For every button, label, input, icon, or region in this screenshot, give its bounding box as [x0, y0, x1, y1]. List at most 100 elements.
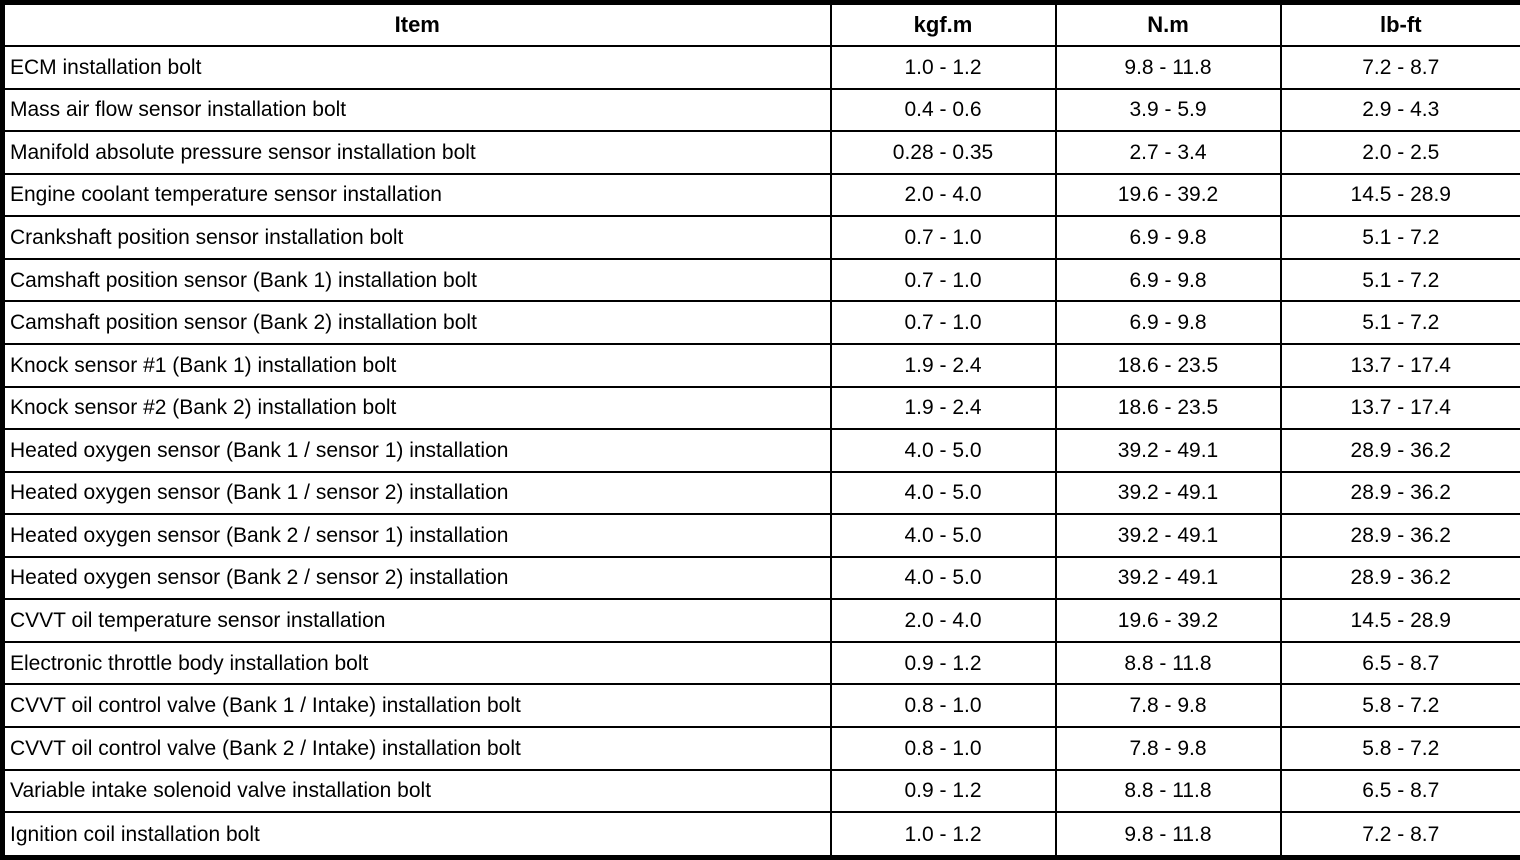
lbft-cell: 6.5 - 8.7 [1279, 768, 1520, 814]
item-cell: Knock sensor #2 (Bank 2) installation bo… [1, 385, 832, 431]
table-row: Heated oxygen sensor (Bank 1 / sensor 2)… [1, 470, 1520, 516]
kgfm-cell: 4.0 - 5.0 [829, 470, 1057, 516]
item-cell: Heated oxygen sensor (Bank 2 / sensor 1)… [1, 513, 832, 558]
table-row: Camshaft position sensor (Bank 2) instal… [1, 300, 1520, 345]
table-row: CVVT oil temperature sensor installation… [1, 598, 1520, 643]
lbft-cell: 7.2 - 8.7 [1279, 45, 1520, 90]
lbft-cell: 6.5 - 8.7 [1279, 640, 1520, 686]
lbft-cell: 5.1 - 7.2 [1279, 215, 1520, 260]
item-cell: Electronic throttle body installation bo… [1, 640, 832, 686]
table-row: Ignition coil installation bolt 1.0 - 1.2… [1, 811, 1520, 859]
nm-cell: 9.8 - 11.8 [1054, 811, 1282, 859]
lbft-cell: 14.5 - 28.9 [1279, 598, 1520, 643]
kgfm-cell: 0.8 - 1.0 [829, 683, 1057, 728]
lbft-cell: 14.5 - 28.9 [1279, 172, 1520, 218]
kgfm-cell: 0.4 - 0.6 [829, 87, 1057, 133]
table-row: CVVT oil control valve (Bank 1 / Intake)… [1, 683, 1520, 728]
col-header-kgfm: kgf.m [829, 1, 1057, 47]
header-row: Item kgf.m N.m lb-ft [1, 1, 1520, 47]
lbft-cell: 7.2 - 8.7 [1279, 811, 1520, 859]
nm-cell: 3.9 - 5.9 [1054, 87, 1282, 133]
table-row: ECM installation bolt 1.0 - 1.2 9.8 - 11.8… [1, 45, 1520, 90]
table-row: Knock sensor #1 (Bank 1) installation bo… [1, 342, 1520, 388]
table-row: Heated oxygen sensor (Bank 2 / sensor 1)… [1, 513, 1520, 558]
kgfm-cell: 2.0 - 4.0 [829, 598, 1057, 643]
lbft-cell: 28.9 - 36.2 [1279, 470, 1520, 516]
lbft-cell: 28.9 - 36.2 [1279, 513, 1520, 558]
kgfm-cell: 0.7 - 1.0 [829, 215, 1057, 260]
nm-cell: 18.6 - 23.5 [1054, 385, 1282, 431]
table-row: Engine coolant temperature sensor instal… [1, 172, 1520, 218]
col-header-item: Item [1, 1, 832, 47]
lbft-cell: 28.9 - 36.2 [1279, 555, 1520, 601]
lbft-cell: 13.7 - 17.4 [1279, 385, 1520, 431]
item-cell: Camshaft position sensor (Bank 2) instal… [1, 300, 832, 345]
kgfm-cell: 0.28 - 0.35 [829, 130, 1057, 175]
item-cell: Knock sensor #1 (Bank 1) installation bo… [1, 342, 832, 388]
nm-cell: 39.2 - 49.1 [1054, 513, 1282, 558]
kgfm-cell: 4.0 - 5.0 [829, 555, 1057, 601]
kgfm-cell: 4.0 - 5.0 [829, 428, 1057, 473]
nm-cell: 7.8 - 9.8 [1054, 683, 1282, 728]
item-cell: Engine coolant temperature sensor instal… [1, 172, 832, 218]
lbft-cell: 5.1 - 7.2 [1279, 300, 1520, 345]
nm-cell: 6.9 - 9.8 [1054, 300, 1282, 345]
item-cell: CVVT oil control valve (Bank 1 / Intake)… [1, 683, 832, 728]
lbft-cell: 28.9 - 36.2 [1279, 428, 1520, 473]
table-row: Heated oxygen sensor (Bank 2 / sensor 2)… [1, 555, 1520, 601]
item-cell: Heated oxygen sensor (Bank 1 / sensor 1)… [1, 428, 832, 473]
item-cell: Heated oxygen sensor (Bank 2 / sensor 2)… [1, 555, 832, 601]
nm-cell: 6.9 - 9.8 [1054, 257, 1282, 303]
nm-cell: 2.7 - 3.4 [1054, 130, 1282, 175]
lbft-cell: 5.8 - 7.2 [1279, 683, 1520, 728]
table-row: Crankshaft position sensor installation … [1, 215, 1520, 260]
kgfm-cell: 4.0 - 5.0 [829, 513, 1057, 558]
item-cell: ECM installation bolt [1, 45, 832, 90]
kgfm-cell: 1.9 - 2.4 [829, 342, 1057, 388]
item-cell: Manifold absolute pressure sensor instal… [1, 130, 832, 175]
item-cell: Variable intake solenoid valve installat… [1, 768, 832, 814]
item-cell: Camshaft position sensor (Bank 1) instal… [1, 257, 832, 303]
table-row: Heated oxygen sensor (Bank 1 / sensor 1)… [1, 428, 1520, 473]
lbft-cell: 2.9 - 4.3 [1279, 87, 1520, 133]
table-row: Electronic throttle body installation bo… [1, 640, 1520, 686]
item-cell: Heated oxygen sensor (Bank 1 / sensor 2)… [1, 470, 832, 516]
nm-cell: 9.8 - 11.8 [1054, 45, 1282, 90]
kgfm-cell: 1.0 - 1.2 [829, 45, 1057, 90]
nm-cell: 19.6 - 39.2 [1054, 598, 1282, 643]
nm-cell: 7.8 - 9.8 [1054, 726, 1282, 771]
table-row: Manifold absolute pressure sensor instal… [1, 130, 1520, 175]
table-row: Variable intake solenoid valve installat… [1, 768, 1520, 814]
nm-cell: 8.8 - 11.8 [1054, 768, 1282, 814]
item-cell: Ignition coil installation bolt [1, 811, 832, 859]
nm-cell: 39.2 - 49.1 [1054, 555, 1282, 601]
nm-cell: 6.9 - 9.8 [1054, 215, 1282, 260]
item-cell: CVVT oil control valve (Bank 2 / Intake)… [1, 726, 832, 771]
lbft-cell: 13.7 - 17.4 [1279, 342, 1520, 388]
nm-cell: 8.8 - 11.8 [1054, 640, 1282, 686]
item-cell: Mass air flow sensor installation bolt [1, 87, 832, 133]
table-body: ECM installation bolt 1.0 - 1.2 9.8 - 11.8… [1, 45, 1520, 859]
item-cell: CVVT oil temperature sensor installation [1, 598, 832, 643]
lbft-cell: 5.1 - 7.2 [1279, 257, 1520, 303]
kgfm-cell: 1.9 - 2.4 [829, 385, 1057, 431]
nm-cell: 39.2 - 49.1 [1054, 470, 1282, 516]
kgfm-cell: 0.7 - 1.0 [829, 257, 1057, 303]
nm-cell: 39.2 - 49.1 [1054, 428, 1282, 473]
nm-cell: 19.6 - 39.2 [1054, 172, 1282, 218]
table-row: Knock sensor #2 (Bank 2) installation bo… [1, 385, 1520, 431]
table-row: Mass air flow sensor installation bolt 0.… [1, 87, 1520, 133]
kgfm-cell: 0.8 - 1.0 [829, 726, 1057, 771]
kgfm-cell: 0.9 - 1.2 [829, 768, 1057, 814]
table-row: Camshaft position sensor (Bank 1) instal… [1, 257, 1520, 303]
kgfm-cell: 0.9 - 1.2 [829, 640, 1057, 686]
item-cell: Crankshaft position sensor installation … [1, 215, 832, 260]
nm-cell: 18.6 - 23.5 [1054, 342, 1282, 388]
col-header-lbft: lb-ft [1279, 1, 1520, 47]
table-row: CVVT oil control valve (Bank 2 / Intake)… [1, 726, 1520, 771]
kgfm-cell: 2.0 - 4.0 [829, 172, 1057, 218]
kgfm-cell: 1.0 - 1.2 [829, 811, 1057, 859]
lbft-cell: 2.0 - 2.5 [1279, 130, 1520, 175]
kgfm-cell: 0.7 - 1.0 [829, 300, 1057, 345]
